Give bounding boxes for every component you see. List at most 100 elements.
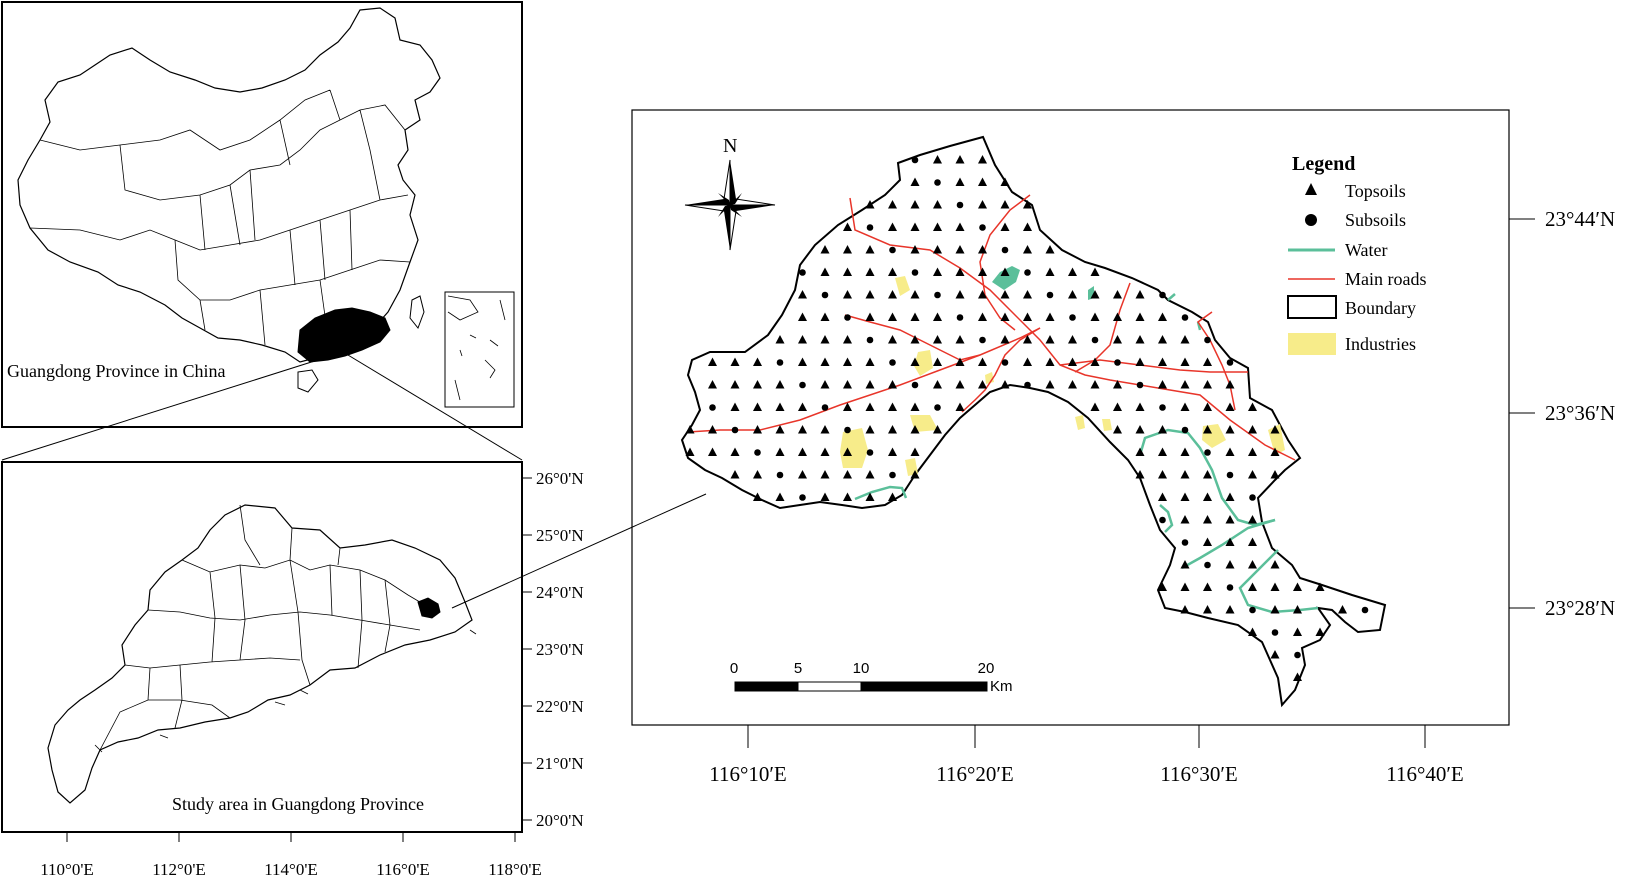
topsoil-point [1068, 335, 1077, 344]
topsoil-point [1203, 470, 1212, 479]
gd-lat-tick-label: 22°0'N [536, 697, 584, 716]
guangdong-highlight [297, 307, 391, 363]
topsoil-point [865, 470, 875, 479]
subsoil-point [889, 471, 896, 479]
gd-lat-tick-label: 21°0'N [536, 754, 584, 773]
china-panel-frame [1, 1, 523, 428]
topsoil-point [753, 380, 762, 389]
subsoil-point [979, 224, 986, 231]
subsoil-point [1024, 269, 1031, 276]
subsoil-point [866, 336, 874, 344]
subsoil-point [934, 291, 941, 299]
connector-china-right [342, 351, 523, 461]
industry-patch [914, 350, 933, 376]
topsoil-point [865, 357, 875, 366]
scale-unit: Km [990, 678, 1013, 695]
topsoil-point [1270, 425, 1280, 434]
subsoil-point [1226, 471, 1234, 479]
scale-bar: 0 5 10 20 Km [730, 660, 1013, 695]
topsoil-point [978, 380, 987, 389]
topsoil-point [1203, 537, 1212, 546]
topsoil-point [1248, 627, 1257, 636]
st-lat-tick-label: 23°44′N [1545, 207, 1615, 231]
topsoil-point [1338, 605, 1347, 614]
topsoil-point [888, 200, 897, 209]
topsoil-point [865, 267, 875, 276]
subsoil-point [1046, 291, 1054, 299]
topsoil-point [1270, 582, 1280, 591]
topsoil-point [865, 245, 875, 254]
inset-islands [447, 295, 506, 401]
scale-seg-3 [860, 681, 988, 692]
topsoil-point [1045, 335, 1055, 344]
gd-lon-tick-label: 112°0'E [152, 860, 206, 879]
scale-tick-5: 5 [794, 660, 802, 677]
topsoil-point [955, 222, 965, 231]
study-lon-ticks: 116°10′E 116°20′E 116°30′E 116°40′E [709, 725, 1464, 786]
subsoil-point [1249, 606, 1256, 614]
scale-tick-0: 0 [730, 660, 738, 677]
legend-topsoils-symbol [1305, 183, 1317, 195]
guangdong-lon-ticks: 110°0'E 112°0'E 114°0'E 116°0'E 118°0'E [40, 832, 542, 879]
topsoil-point [1113, 425, 1122, 434]
subsoil-point [889, 246, 896, 254]
topsoil-point [1180, 560, 1190, 569]
topsoil-point [888, 447, 897, 456]
topsoil-point [1180, 492, 1190, 501]
subsoil-point [1204, 561, 1211, 569]
topsoil-point [1180, 335, 1190, 344]
topsoil-point [1158, 425, 1167, 434]
topsoil-point [1045, 357, 1055, 366]
topsoil-point [1180, 605, 1190, 614]
topsoil-point [910, 470, 920, 479]
topsoil-point [888, 267, 897, 276]
subsoil-point [866, 224, 874, 231]
topsoil-point [1225, 537, 1235, 546]
topsoil-point [978, 177, 987, 186]
topsoil-point [1225, 402, 1235, 411]
road-line [687, 327, 1041, 433]
water-layer [854, 266, 1319, 614]
topsoil-point [978, 200, 987, 209]
topsoil-point [843, 492, 852, 501]
topsoil-point [1180, 515, 1190, 524]
topsoil-point [798, 447, 807, 456]
topsoil-point [798, 290, 807, 299]
subsoil-point [821, 404, 829, 411]
topsoil-point [843, 290, 852, 299]
topsoil-point [1068, 380, 1077, 389]
topsoil-point [753, 357, 762, 366]
topsoil-point [730, 447, 740, 456]
topsoil-point [1293, 672, 1302, 681]
topsoil-point [775, 492, 785, 501]
subsoil-point [934, 179, 941, 186]
topsoil-point [1113, 380, 1122, 389]
topsoil-point [1180, 357, 1190, 366]
topsoil-point [1135, 425, 1145, 434]
legend-industries-label: Industries [1345, 334, 1416, 354]
topsoil-point [1023, 200, 1032, 209]
topsoil-point [933, 245, 942, 254]
subsoil-point [911, 156, 919, 164]
topsoil-point [933, 267, 942, 276]
scale-tick-10: 10 [853, 660, 870, 677]
topsoil-point [933, 200, 942, 209]
topsoil-point [1135, 470, 1145, 479]
water-line [1181, 518, 1276, 570]
st-lat-tick-label: 23°28′N [1545, 596, 1615, 620]
hainan-island [297, 369, 319, 393]
topsoil-point [1270, 605, 1280, 614]
topsoil-point [1158, 470, 1167, 479]
topsoil-point [1203, 605, 1212, 614]
topsoil-point [843, 245, 852, 254]
topsoil-point [1293, 605, 1302, 614]
topsoil-point [1023, 222, 1032, 231]
st-lon-tick-label: 116°30′E [1160, 762, 1238, 786]
subsoil-point [799, 381, 806, 389]
topsoil-point [708, 380, 717, 389]
subsoil-point [709, 404, 716, 411]
topsoil-point [1203, 402, 1212, 411]
guangdong-panel: Study area in Guangdong Province 26°0'N2… [1, 461, 584, 879]
topsoil-point [1113, 335, 1122, 344]
china-province-lines [29, 89, 411, 353]
